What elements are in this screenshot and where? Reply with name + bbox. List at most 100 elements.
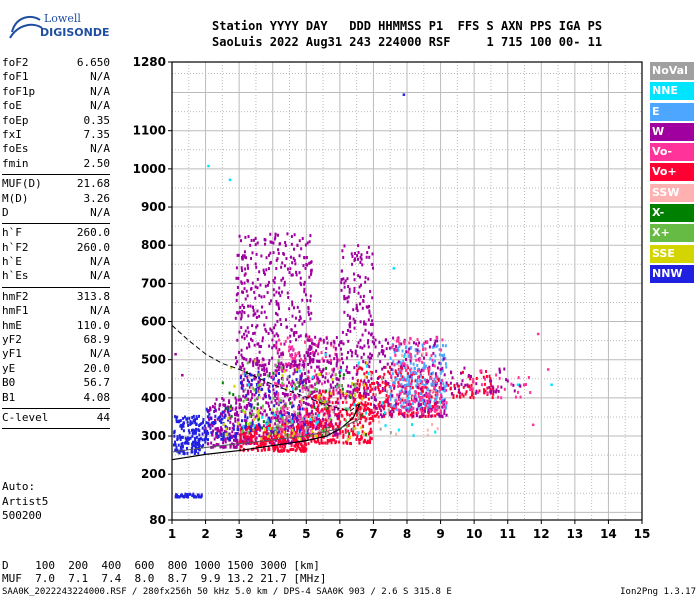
data-point [506,379,509,383]
data-point [262,442,265,446]
data-point [209,426,212,430]
y-tick-label: 600 [141,315,166,329]
data-point [257,370,260,374]
data-point [186,420,189,424]
data-point [309,423,312,427]
data-point [358,285,361,289]
data-point [186,446,189,450]
data-point [297,418,300,422]
data-point [314,387,317,391]
data-point [428,345,431,349]
data-point [206,429,209,433]
data-point [436,339,439,343]
data-point [346,328,349,332]
data-point [398,393,401,397]
data-point [293,359,296,363]
data-point [265,413,268,417]
data-point [295,354,298,358]
data-point [228,427,231,431]
data-point [416,385,419,389]
x-tick-label: 13 [567,527,584,541]
data-point [278,307,281,311]
data-point [361,367,364,371]
data-point [303,384,306,388]
data-point [470,383,473,387]
data-point [195,417,198,421]
data-point [318,340,321,344]
data-point [401,390,404,394]
data-point [247,304,250,308]
data-point [237,276,240,280]
data-point [272,423,275,427]
data-point [234,432,237,436]
data-point [346,390,349,394]
data-point [229,420,232,424]
data-point [305,417,308,421]
data-point [273,334,276,338]
data-point [185,441,188,445]
data-point [429,377,432,381]
data-point [407,366,410,370]
data-point [353,326,356,330]
data-point [319,409,322,413]
data-point [317,434,320,438]
data-point [244,421,247,425]
data-point [445,413,448,417]
data-point [490,389,493,393]
data-point [275,410,278,414]
data-point [427,413,430,417]
data-point [439,393,442,397]
data-point [343,244,346,248]
data-point [358,421,361,425]
data-point [175,415,178,419]
data-point [522,383,525,387]
data-point [363,431,366,435]
data-point [310,405,313,409]
data-point [198,495,201,499]
data-point [421,407,424,411]
data-point [178,451,181,455]
data-point [399,370,402,374]
data-point [431,414,434,418]
data-point [267,362,270,366]
data-point [354,398,357,402]
data-point [293,247,296,251]
data-point [290,355,293,359]
data-point [389,396,392,400]
data-point [369,385,372,389]
data-point [408,405,411,409]
data-point [377,385,380,389]
data-point [301,389,304,393]
data-point [356,354,359,358]
data-point [371,381,374,385]
param-label: MUF(D) [2,177,42,191]
data-point [293,368,296,372]
data-point [194,445,197,449]
data-point [178,495,181,499]
data-point [328,405,331,409]
data-point [378,405,381,409]
data-point [360,394,363,398]
data-point [436,427,439,431]
data-point [343,294,346,298]
data-point [409,359,412,363]
data-point [217,443,220,447]
data-point [280,417,283,421]
data-point [273,326,276,330]
data-point [258,381,261,385]
param-row: hmF1 N/A [2,304,110,318]
data-point [280,400,283,404]
data-point [383,365,386,369]
data-point [322,421,325,425]
data-point [261,357,264,361]
data-point [330,375,333,379]
data-point [463,366,466,370]
data-point [200,445,203,449]
data-point [398,342,401,346]
data-point [405,408,408,412]
data-point [361,402,364,406]
data-point [324,376,327,380]
data-point [391,372,394,376]
data-point [283,283,286,287]
data-point [245,334,248,338]
